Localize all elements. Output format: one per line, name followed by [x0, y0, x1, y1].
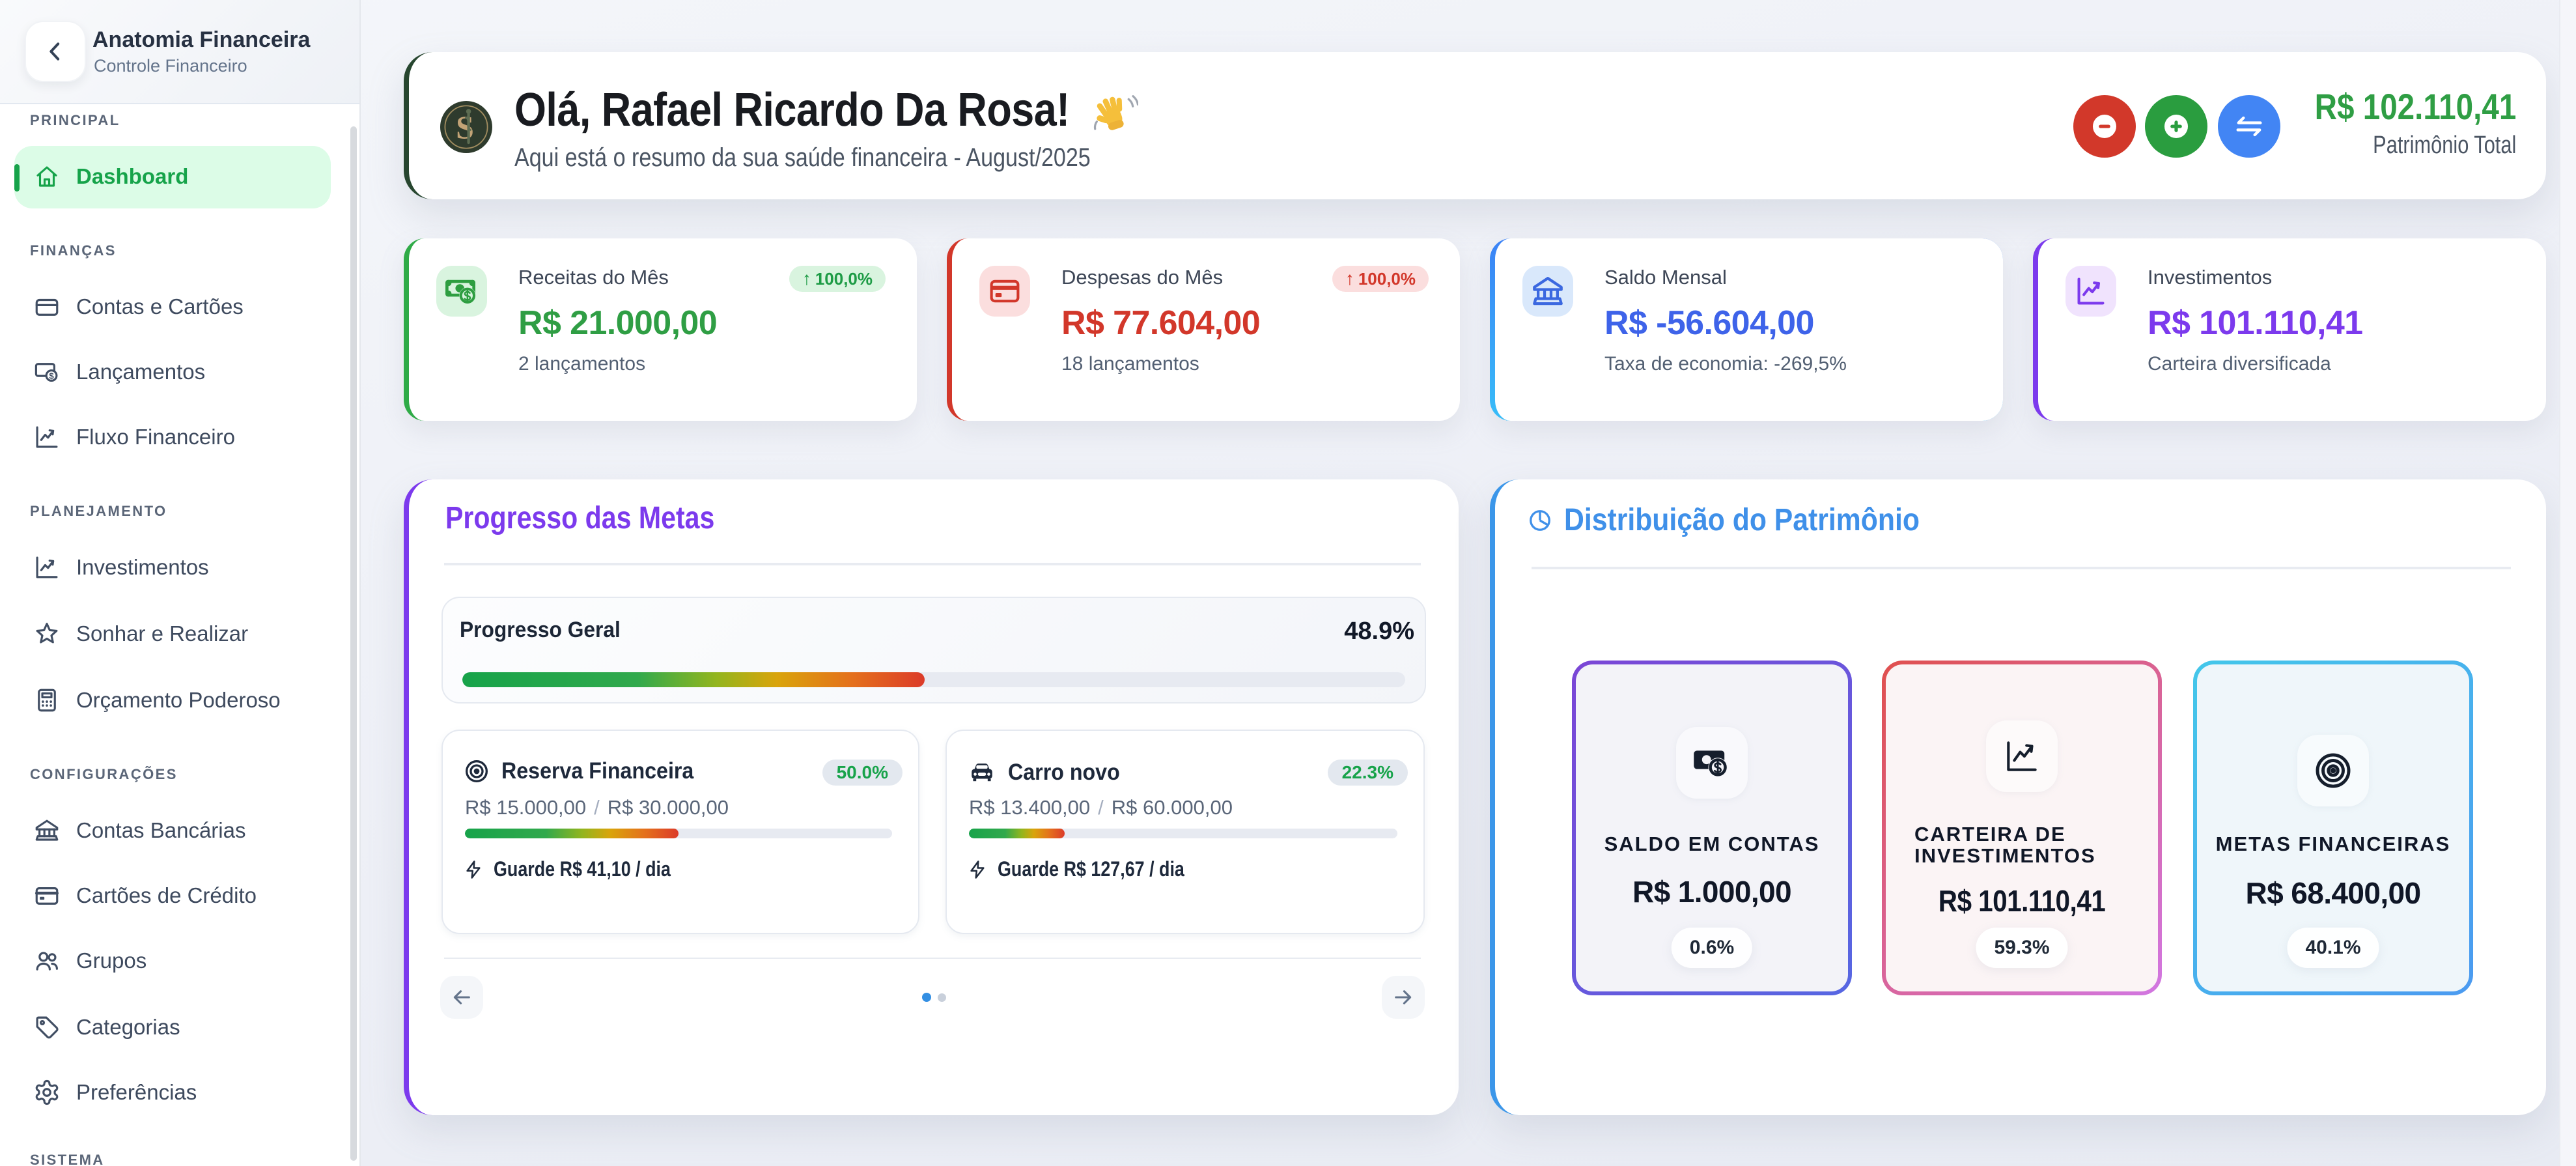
- svg-text:$: $: [49, 371, 54, 380]
- svg-text:S: S: [456, 109, 474, 145]
